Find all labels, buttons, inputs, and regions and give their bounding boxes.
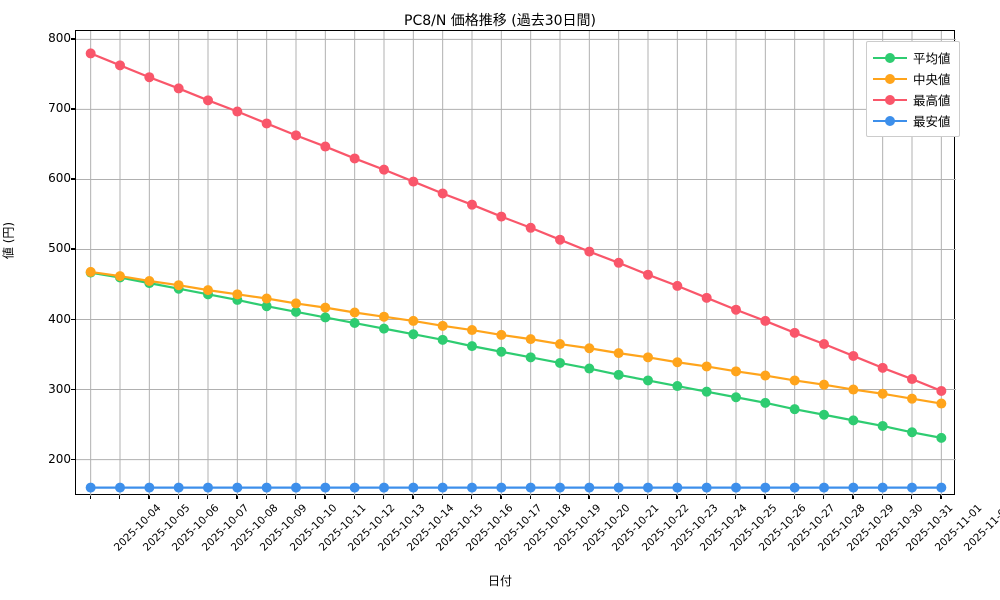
x-tick-mark: [852, 495, 854, 499]
y-tick-mark: [71, 38, 75, 40]
x-tick-mark: [207, 495, 209, 499]
x-tick-mark: [881, 495, 883, 499]
y-tick-mark: [71, 318, 75, 320]
legend-label: 最安値: [913, 114, 951, 129]
legend-item-4[interactable]: 最安値: [873, 110, 951, 131]
x-tick-mark: [911, 495, 913, 499]
y-tick-label: 600: [48, 171, 71, 186]
x-tick-mark: [177, 495, 179, 499]
x-tick-mark: [324, 495, 326, 499]
y-tick-mark: [71, 388, 75, 390]
x-tick-mark: [764, 495, 766, 499]
x-tick-mark: [617, 495, 619, 499]
y-tick-mark: [71, 178, 75, 180]
x-tick-mark: [793, 495, 795, 499]
y-tick-label: 700: [48, 101, 71, 116]
legend-item-1[interactable]: 平均値: [873, 47, 951, 68]
chart-legend[interactable]: 平均値中央値最高値最安値: [866, 41, 960, 137]
y-axis-ticks: 200 300 400 500 600 700 800: [5, 30, 75, 495]
x-tick-mark: [823, 495, 825, 499]
y-tick-label: 200: [48, 451, 71, 466]
x-tick-mark: [705, 495, 707, 499]
x-tick-mark: [940, 495, 942, 499]
x-tick-mark: [647, 495, 649, 499]
x-tick-mark: [412, 495, 414, 499]
x-tick-mark: [383, 495, 385, 499]
plot-area: [75, 30, 956, 496]
series-3: [85, 48, 947, 396]
series-1: [85, 267, 947, 443]
legend-item-3[interactable]: 最高値: [873, 89, 951, 110]
legend-label: 最高値: [913, 93, 951, 108]
x-tick-mark: [500, 495, 502, 499]
x-tick-mark: [119, 495, 121, 499]
legend-marker-icon: [873, 51, 907, 65]
legend-marker-icon: [873, 72, 907, 86]
chart-title: PC8/N 価格推移 (過去30日間): [404, 13, 596, 29]
x-tick-mark: [236, 495, 238, 499]
y-tick-mark: [71, 458, 75, 460]
x-tick-mark: [588, 495, 590, 499]
y-tick-mark: [71, 248, 75, 250]
y-tick-label: 800: [48, 31, 71, 46]
legend-item-2[interactable]: 中央値: [873, 68, 951, 89]
series-2: [85, 266, 947, 409]
x-tick-mark: [441, 495, 443, 499]
y-tick-mark: [71, 108, 75, 110]
x-tick-mark: [89, 495, 91, 499]
x-tick-mark: [676, 495, 678, 499]
x-tick-mark: [295, 495, 297, 499]
legend-marker-icon: [873, 114, 907, 128]
x-axis-label: 日付: [487, 574, 512, 588]
series-4: [85, 482, 947, 493]
legend-marker-icon: [873, 93, 907, 107]
y-tick-label: 500: [48, 241, 71, 256]
x-tick-mark: [148, 495, 150, 499]
x-tick-mark: [529, 495, 531, 499]
x-tick-mark: [735, 495, 737, 499]
x-axis-ticks: 2025-10-04 2025-10-05 2025-10-06 2025-10-07…: [75, 495, 1000, 575]
y-tick-label: 400: [48, 311, 71, 326]
data-series-layer: [85, 48, 947, 493]
x-tick-mark: [471, 495, 473, 499]
x-tick-mark: [265, 495, 267, 499]
legend-label: 中央値: [913, 72, 951, 87]
legend-label: 平均値: [913, 51, 951, 66]
y-tick-label: 300: [48, 381, 71, 396]
x-tick-mark: [559, 495, 561, 499]
x-tick-mark: [353, 495, 355, 499]
